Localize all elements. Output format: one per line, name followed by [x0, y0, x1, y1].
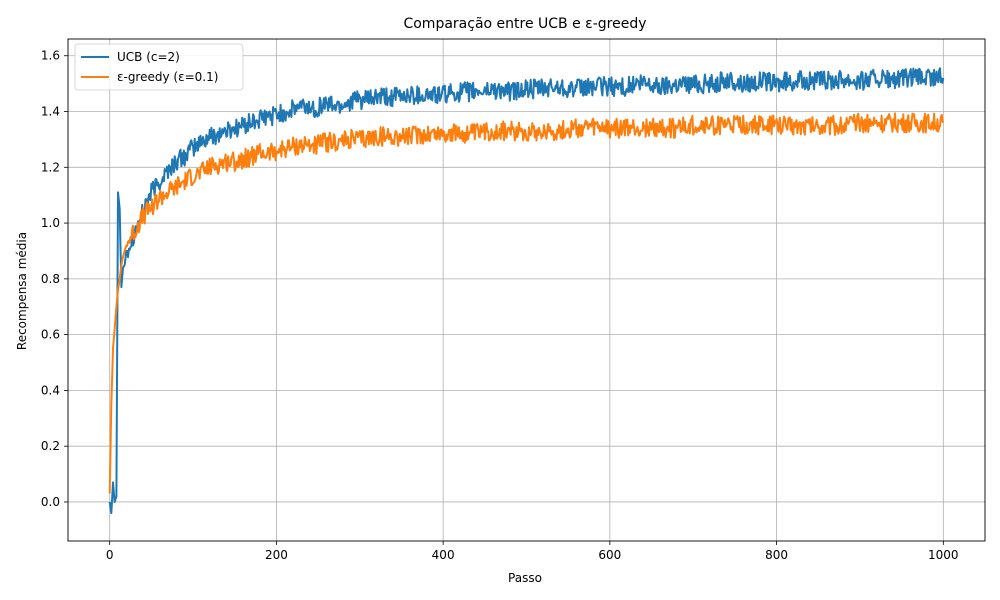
legend-label-0: UCB (c=2) — [117, 50, 180, 64]
ticks: 0 200 400 600 800 1000 0.0 0.2 0.4 0.6 0.8 1.0 1.2 1.… — [41, 49, 959, 562]
y-tick-label: 0.0 — [41, 495, 60, 509]
y-tick-label: 1.2 — [41, 160, 60, 174]
legend-box — [74, 43, 244, 91]
x-tick-label: 800 — [765, 548, 788, 562]
x-tick-label: 600 — [598, 548, 621, 562]
legend-label-1: ε-greedy (ε=0.1) — [117, 70, 218, 84]
legend: UCB (c=2) ε-greedy (ε=0.1) — [74, 43, 244, 91]
y-tick-label: 0.2 — [41, 439, 60, 453]
x-axis-label: Passo — [508, 571, 542, 585]
x-tick-label: 400 — [432, 548, 455, 562]
y-tick-label: 0.4 — [41, 383, 60, 397]
plot-frame — [67, 38, 986, 542]
y-axis-label: Recompensa média — [15, 232, 29, 350]
y-tick-label: 1.4 — [41, 105, 60, 119]
series-lines — [108, 67, 945, 515]
grid — [68, 39, 985, 541]
x-tick-label: 200 — [265, 548, 288, 562]
chart-title: Comparação entre UCB e ε-greedy — [403, 16, 646, 32]
y-tick-label: 0.6 — [41, 328, 60, 342]
y-tick-label: 1.6 — [41, 49, 60, 63]
series-line-0 — [108, 67, 945, 515]
y-tick-label: 0.8 — [41, 272, 60, 286]
x-tick-label: 0 — [106, 548, 114, 562]
x-tick-label: 1000 — [928, 548, 959, 562]
y-tick-label: 1.0 — [41, 216, 60, 230]
series-line-1 — [108, 112, 945, 494]
